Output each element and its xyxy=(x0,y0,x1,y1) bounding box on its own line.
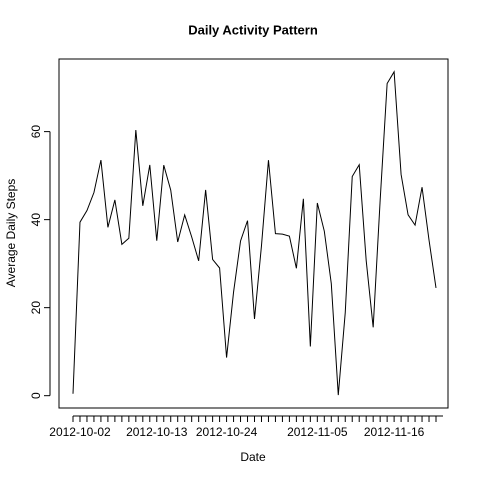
x-axis-label: Date xyxy=(240,450,266,464)
y-tick-label: 20 xyxy=(29,301,43,315)
chart-title: Daily Activity Pattern xyxy=(188,22,318,37)
x-tick-label: 2012-11-05 xyxy=(287,425,348,439)
x-tick-label: 2012-10-02 xyxy=(49,425,111,439)
y-tick-label: 60 xyxy=(29,125,43,139)
data-line xyxy=(72,70,437,396)
y-axis-label: Average Daily Steps xyxy=(4,179,18,288)
x-tick-label: 2012-10-13 xyxy=(126,425,188,439)
y-tick-label: 40 xyxy=(29,213,43,227)
x-tick-label: 2012-11-16 xyxy=(364,425,425,439)
y-tick-label: 0 xyxy=(29,392,43,399)
plot-box xyxy=(58,58,449,409)
x-tick-label: 2012-10-24 xyxy=(196,425,258,439)
